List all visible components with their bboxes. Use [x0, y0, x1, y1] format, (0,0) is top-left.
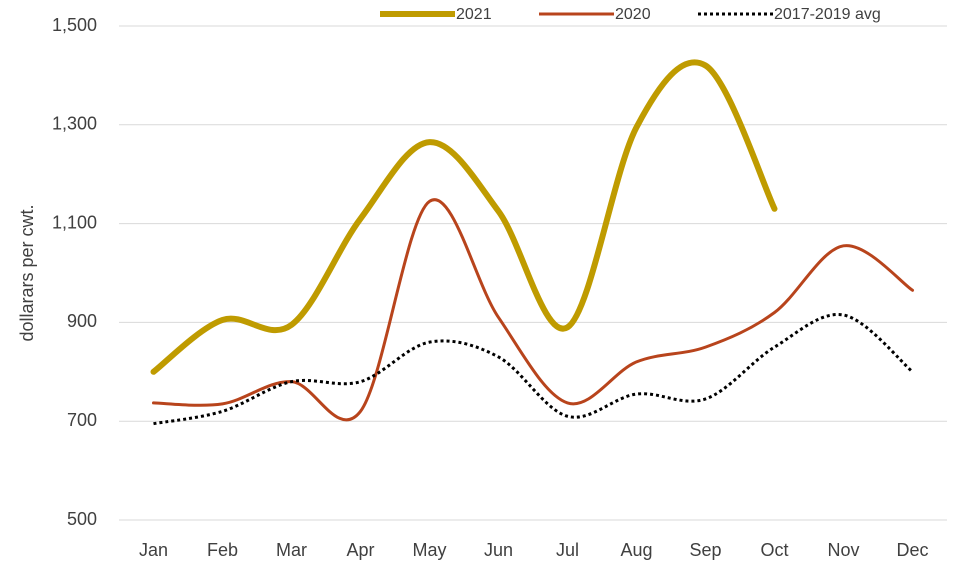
x-tick-label: Oct: [760, 540, 788, 560]
legend-label: 2021: [456, 6, 492, 23]
x-tick-label: Nov: [827, 540, 859, 560]
x-tick-label: Dec: [896, 540, 928, 560]
x-tick-label: Jul: [556, 540, 579, 560]
x-tick-label: Jan: [139, 540, 168, 560]
x-tick-label: Sep: [689, 540, 721, 560]
y-tick-label: 1,500: [52, 15, 97, 35]
x-tick-label: Feb: [207, 540, 238, 560]
x-tick-label: Aug: [620, 540, 652, 560]
x-tick-label: May: [412, 540, 446, 560]
x-tick-label: Mar: [276, 540, 307, 560]
x-tick-label: Jun: [484, 540, 513, 560]
y-tick-label: 500: [67, 509, 97, 529]
y-tick-label: 900: [67, 311, 97, 331]
series-line: [152, 198, 914, 422]
x-tick-label: Apr: [346, 540, 374, 560]
series-line: [150, 59, 778, 375]
y-tick-label: 1,100: [52, 212, 97, 232]
legend-label: 2020: [615, 6, 651, 23]
series-line: [153, 313, 914, 426]
y-tick-label: 1,300: [52, 114, 97, 134]
legend-label: 2017-2019 avg: [774, 6, 881, 23]
y-axis-label: dollarars per cwt.: [17, 204, 37, 341]
y-tick-label: 700: [67, 410, 97, 430]
